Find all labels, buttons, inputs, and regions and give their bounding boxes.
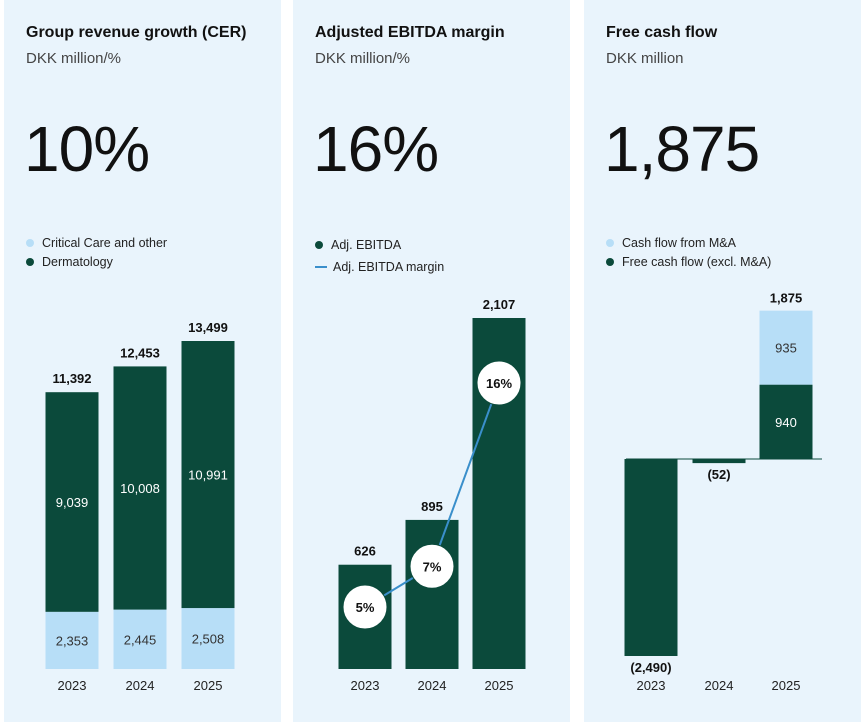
legend-label: Adj. EBITDA bbox=[331, 238, 402, 252]
bar-segment-dermatology bbox=[45, 392, 99, 612]
data-label: 9,039 bbox=[56, 495, 89, 510]
data-label: 2,107 bbox=[483, 297, 516, 312]
bar-segment-dermatology bbox=[113, 366, 167, 610]
legend-label: Cash flow from M&A bbox=[622, 235, 736, 250]
bar-cash-flow-ma bbox=[759, 310, 813, 385]
legend-item: Critical Care and other bbox=[26, 233, 167, 252]
bar-segment-critical-care bbox=[45, 611, 99, 669]
margin-marker bbox=[409, 543, 455, 589]
legend-label: Critical Care and other bbox=[42, 235, 168, 250]
x-tick-label: 2023 bbox=[637, 678, 666, 693]
legend-item: Dermatology bbox=[26, 252, 167, 271]
x-tick-label: 2024 bbox=[418, 678, 447, 693]
margin-label: 7% bbox=[423, 559, 442, 574]
legend-swatch bbox=[315, 241, 323, 249]
legend-swatch bbox=[26, 238, 34, 247]
data-label: 935 bbox=[775, 341, 797, 356]
data-label: 10,008 bbox=[120, 481, 160, 496]
legend-item: Cash flow from M&A bbox=[606, 233, 771, 252]
data-label: 10,991 bbox=[188, 468, 228, 483]
total-label: 11,392 bbox=[52, 371, 91, 386]
headline-value: 10% bbox=[24, 113, 150, 185]
total-label: 12,453 bbox=[120, 345, 160, 360]
x-tick-label: 2025 bbox=[485, 678, 514, 693]
legend-label: Free cash flow (excl. M&A) bbox=[622, 254, 772, 269]
x-tick-label: 2025 bbox=[194, 678, 223, 693]
data-label: (2,490) bbox=[630, 660, 671, 675]
headline-value: 1,875 bbox=[604, 113, 760, 185]
margin-marker bbox=[342, 584, 388, 630]
margin-label: 16% bbox=[486, 376, 512, 391]
margin-marker bbox=[476, 360, 522, 406]
legend-label: Dermatology bbox=[42, 254, 113, 269]
legend-swatch bbox=[606, 257, 614, 266]
margin-label: 5% bbox=[356, 600, 375, 615]
headline-value: 16% bbox=[313, 113, 439, 185]
bar-segment-dermatology bbox=[181, 341, 235, 609]
x-tick-label: 2024 bbox=[705, 678, 734, 693]
data-label: 2,353 bbox=[56, 633, 89, 648]
bar-free-cash-flow bbox=[759, 384, 813, 459]
total-label: 13,499 bbox=[188, 320, 228, 335]
total-label: 1,875 bbox=[770, 291, 803, 306]
panel-title: Group revenue growth (CER) bbox=[26, 24, 247, 41]
bar-segment-critical-care bbox=[181, 608, 235, 669]
legend-item: Free cash flow (excl. M&A) bbox=[606, 252, 771, 271]
x-tick-label: 2023 bbox=[58, 678, 87, 693]
panel-subtitle: DKK million/% bbox=[26, 50, 122, 67]
data-label: 2,508 bbox=[192, 632, 225, 647]
bar-free-cash-flow bbox=[692, 459, 746, 464]
panel-subtitle: DKK million/% bbox=[315, 50, 411, 67]
data-label: (52) bbox=[707, 467, 730, 482]
legend-label: Adj. EBITDA margin bbox=[333, 259, 445, 274]
bar-adj-ebitda bbox=[405, 519, 459, 669]
legend: Cash flow from M&A Free cash flow (excl.… bbox=[606, 233, 771, 271]
bar-free-cash-flow bbox=[624, 459, 678, 656]
bar-segment-critical-care bbox=[113, 609, 167, 669]
panel-title: Adjusted EBITDA margin bbox=[315, 24, 505, 41]
panel-subtitle: DKK million bbox=[606, 50, 684, 67]
panel-title: Free cash flow bbox=[606, 24, 718, 41]
legend-swatch bbox=[606, 238, 614, 247]
x-tick-label: 2024 bbox=[126, 678, 155, 693]
legend: Critical Care and other Dermatology bbox=[26, 233, 167, 271]
legend: Adj. EBITDA Adj. EBITDA margin bbox=[315, 233, 444, 276]
data-label: 2,445 bbox=[124, 632, 157, 647]
data-label: 940 bbox=[775, 415, 797, 430]
data-label: 895 bbox=[421, 499, 443, 514]
x-tick-label: 2023 bbox=[351, 678, 380, 693]
x-tick-label: 2025 bbox=[772, 678, 801, 693]
data-label: 626 bbox=[354, 544, 376, 559]
legend-swatch bbox=[26, 257, 34, 266]
legend-swatch bbox=[315, 265, 327, 268]
legend-item: Adj. EBITDA margin bbox=[315, 257, 444, 276]
legend-item: Adj. EBITDA bbox=[315, 233, 444, 257]
